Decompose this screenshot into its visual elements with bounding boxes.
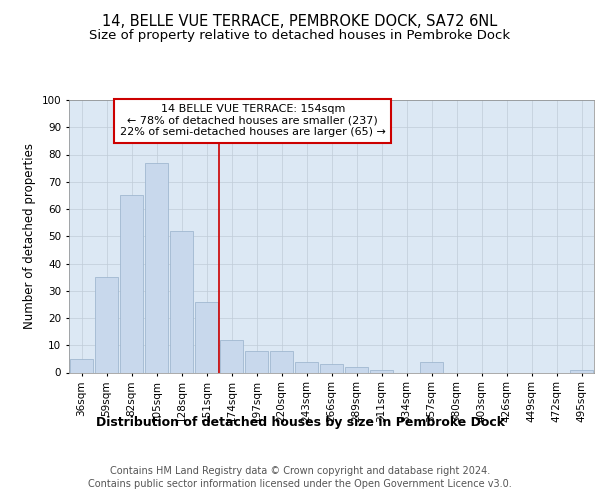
Bar <box>145 162 168 372</box>
Bar <box>120 196 143 372</box>
Bar <box>70 359 93 372</box>
Bar <box>320 364 343 372</box>
Text: 14, BELLE VUE TERRACE, PEMBROKE DOCK, SA72 6NL: 14, BELLE VUE TERRACE, PEMBROKE DOCK, SA… <box>103 14 497 28</box>
Bar <box>270 350 293 372</box>
Y-axis label: Number of detached properties: Number of detached properties <box>23 143 36 329</box>
Text: Contains public sector information licensed under the Open Government Licence v3: Contains public sector information licen… <box>88 479 512 489</box>
Bar <box>295 362 318 372</box>
Bar <box>220 340 243 372</box>
Text: Contains HM Land Registry data © Crown copyright and database right 2024.: Contains HM Land Registry data © Crown c… <box>110 466 490 476</box>
Text: Size of property relative to detached houses in Pembroke Dock: Size of property relative to detached ho… <box>89 30 511 43</box>
Bar <box>245 350 268 372</box>
Text: Distribution of detached houses by size in Pembroke Dock: Distribution of detached houses by size … <box>95 416 505 429</box>
Bar <box>195 302 218 372</box>
Bar <box>345 367 368 372</box>
Bar <box>170 231 193 372</box>
Bar <box>420 362 443 372</box>
Bar <box>370 370 393 372</box>
Bar <box>570 370 593 372</box>
Text: 14 BELLE VUE TERRACE: 154sqm
← 78% of detached houses are smaller (237)
22% of s: 14 BELLE VUE TERRACE: 154sqm ← 78% of de… <box>120 104 386 138</box>
Bar <box>95 277 118 372</box>
